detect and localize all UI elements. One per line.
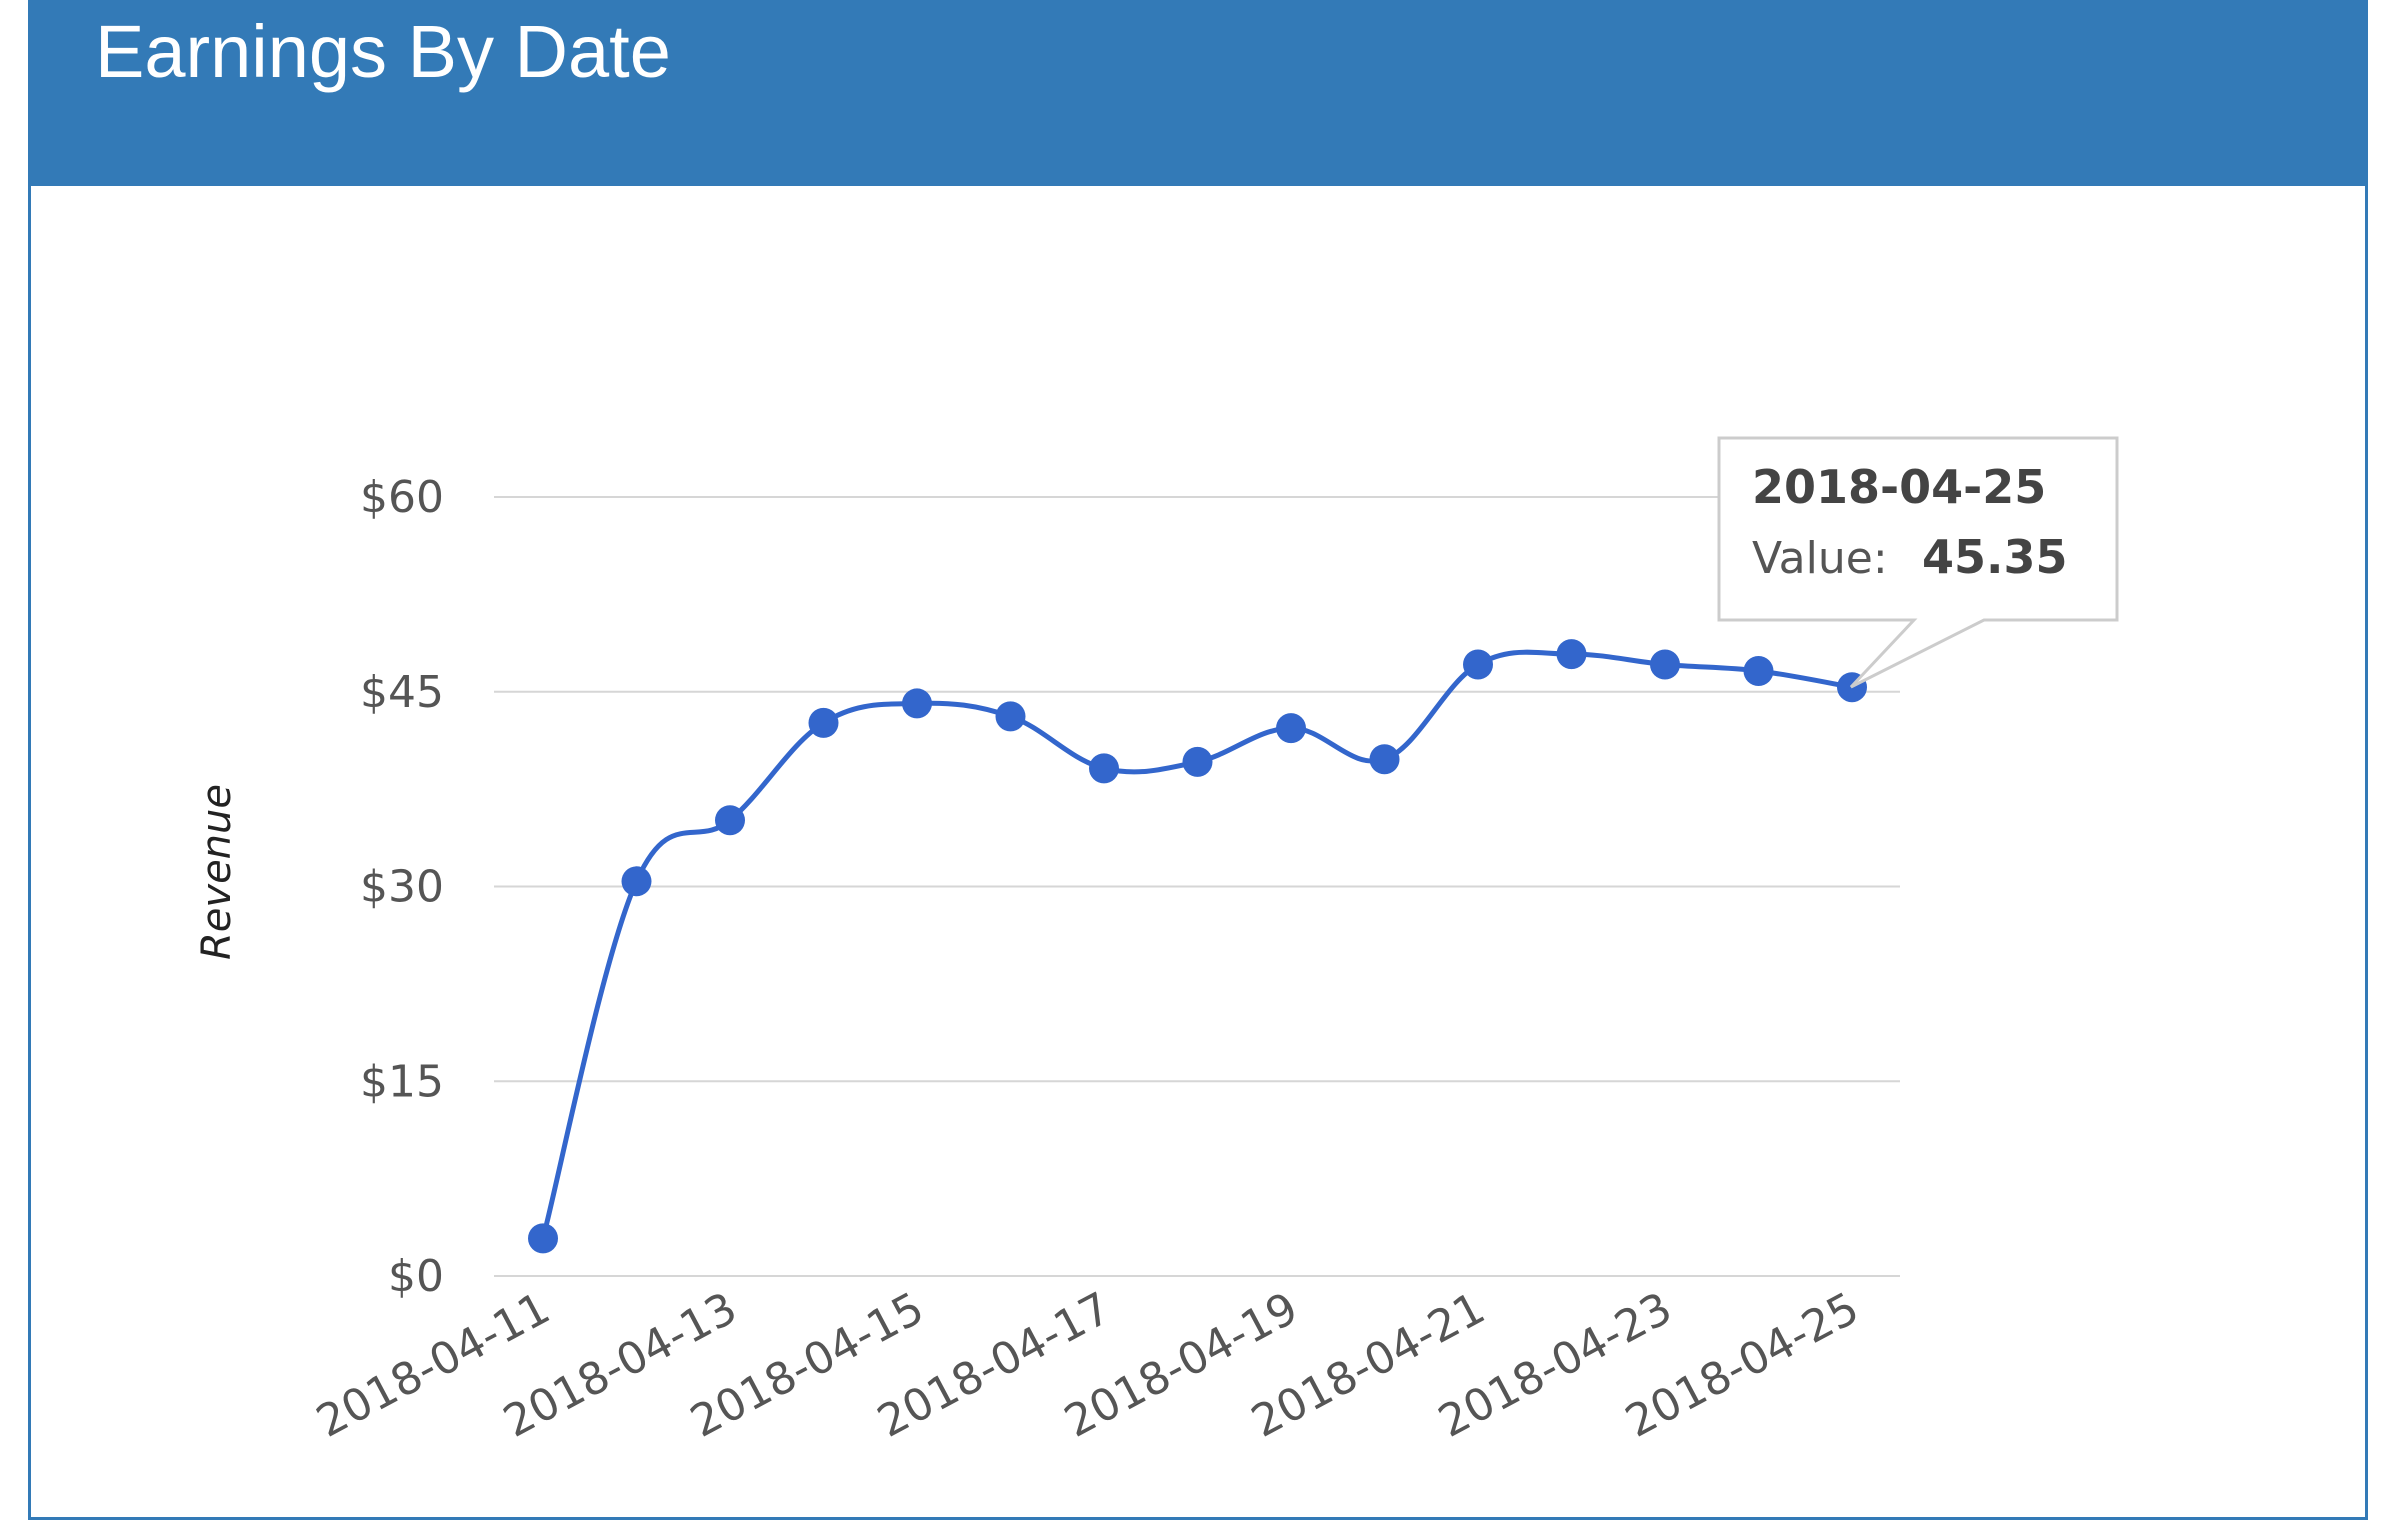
data-point-2018-04-17[interactable] bbox=[1089, 753, 1119, 784]
data-point-2018-04-19[interactable] bbox=[1276, 713, 1306, 744]
tooltip-box bbox=[1717, 436, 2119, 689]
y-axis-title: Revenue bbox=[194, 784, 240, 960]
tooltip-value: 45.35 bbox=[1922, 530, 2068, 584]
panel-title: Earnings By Date bbox=[95, 10, 671, 93]
data-point-2018-04-15[interactable] bbox=[902, 688, 932, 719]
y-tick-label: $60 bbox=[360, 472, 444, 523]
panel-header: Earnings By Date bbox=[31, 0, 2365, 186]
data-point-2018-04-20[interactable] bbox=[1369, 744, 1400, 775]
earnings-panel: Earnings By Date bbox=[28, 0, 2368, 1520]
y-tick-label: $15 bbox=[360, 1056, 444, 1107]
series-line bbox=[540, 649, 1853, 1239]
data-point-2018-04-11[interactable] bbox=[528, 1223, 558, 1254]
data-point-2018-04-16[interactable] bbox=[995, 701, 1026, 732]
data-point-2018-04-21[interactable] bbox=[1463, 649, 1493, 680]
data-point-2018-04-12[interactable] bbox=[621, 866, 652, 897]
y-tick-label: $0 bbox=[388, 1251, 444, 1302]
data-point-2018-04-18[interactable] bbox=[1182, 746, 1213, 777]
y-tick-label: $45 bbox=[360, 667, 444, 718]
tooltip-value-label: Value: bbox=[1752, 533, 1888, 584]
data-point-2018-04-24[interactable] bbox=[1743, 655, 1774, 686]
tooltip: 2018-04-25 Value: 45.35 bbox=[1717, 436, 2119, 689]
tooltip-date: 2018-04-25 bbox=[1752, 460, 2046, 514]
data-point-2018-04-13[interactable] bbox=[715, 805, 745, 836]
data-point-2018-04-14[interactable] bbox=[808, 707, 839, 738]
data-point-2018-04-23[interactable] bbox=[1650, 649, 1680, 680]
data-point-2018-04-22[interactable] bbox=[1556, 639, 1587, 670]
y-tick-label: $30 bbox=[360, 862, 444, 913]
